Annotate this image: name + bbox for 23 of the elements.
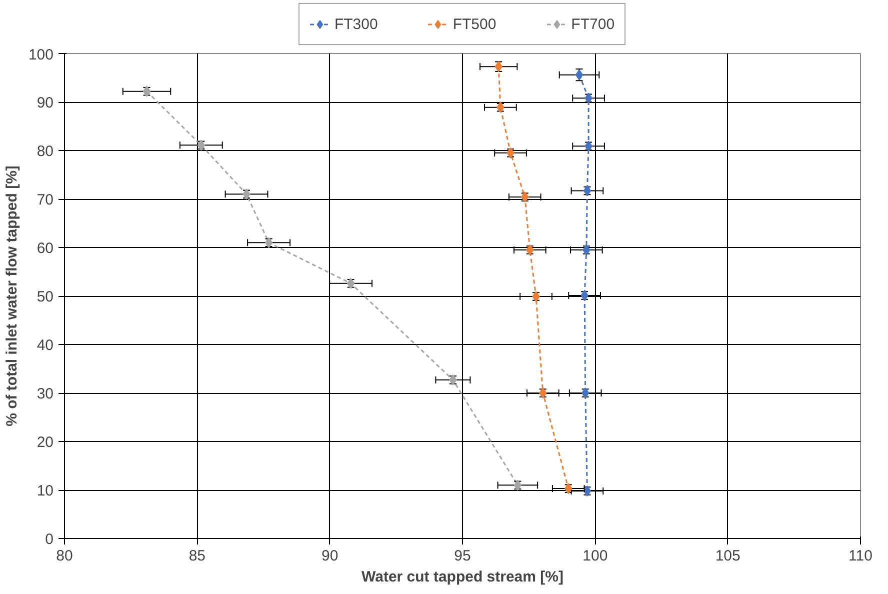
x-tick-label: 95 (454, 548, 471, 564)
x-tick-label: 110 (848, 548, 872, 564)
y-tick-label: 90 (36, 94, 54, 112)
x-tick-label: 100 (582, 548, 608, 564)
legend-label: FT500 (452, 16, 496, 32)
y-tick-label: 0 (45, 531, 54, 548)
x-tick-label: 90 (321, 548, 338, 564)
y-axis-title: % of total inlet water flow tapped [%] (3, 166, 20, 426)
y-tick-label: 10 (36, 482, 54, 500)
y-tick-label: 50 (36, 288, 54, 306)
y-tick-label: 70 (36, 192, 54, 208)
y-tick-label: 60 (36, 240, 54, 257)
legend-label: FT700 (571, 16, 615, 32)
legend-label: FT300 (334, 16, 378, 32)
y-tick-label: 100 (28, 46, 54, 64)
x-tick-label: 80 (56, 548, 73, 564)
y-tick-label: 40 (36, 337, 54, 354)
x-tick-label: 85 (188, 548, 206, 564)
y-tick-label: 30 (36, 386, 54, 402)
x-tick-label: 105 (715, 548, 740, 564)
x-axis-title: Water cut tapped stream [%] (362, 568, 564, 586)
y-tick-label: 20 (36, 434, 54, 451)
y-tick-label: 80 (36, 143, 54, 160)
